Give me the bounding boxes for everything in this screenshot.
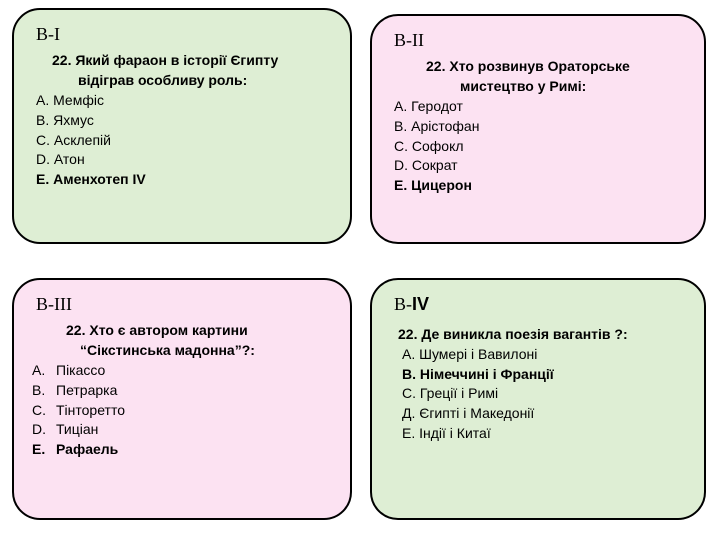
option-answer: Е. Цицерон — [394, 176, 686, 196]
label-suffix: IV — [412, 294, 429, 314]
option: С. Асклепій — [36, 131, 332, 151]
option: B.Петрарка — [32, 381, 332, 401]
question-line2: “Сікстинська мадонна”?: — [80, 341, 332, 359]
option: Д. Єгипті і Македонії — [402, 404, 686, 424]
card-label: В-II — [394, 30, 686, 51]
question-line1: 22. Який фараон в історії Єгипту — [52, 51, 332, 69]
option-answer: В. Німеччині і Франції — [402, 365, 686, 385]
option-answer: E.Рафаель — [32, 440, 332, 460]
card-b1: В-I 22. Який фараон в історії Єгипту від… — [12, 8, 352, 244]
options: А. Мемфіс В. Яхмус С. Асклепій D. Атон Е… — [36, 91, 332, 189]
card-b4: В-IV 22. Де виникла поезія вагантів ?: А… — [370, 278, 706, 520]
option: D.Тиціан — [32, 420, 332, 440]
card-b2: В-II 22. Хто розвинув Ораторське мистецт… — [370, 14, 706, 244]
options: А. Геродот В. Арістофан С. Софокл D. Сок… — [394, 97, 686, 195]
option: A.Пікассо — [32, 361, 332, 381]
option: С. Софокл — [394, 137, 686, 157]
option-answer: Е. Аменхотеп IV — [36, 170, 332, 190]
label-prefix: В- — [394, 294, 412, 314]
option: А. Мемфіс — [36, 91, 332, 111]
options: А. Шумері і Вавилоні В. Німеччині і Фран… — [402, 345, 686, 443]
option: C.Тінторетто — [32, 401, 332, 421]
option: В. Яхмус — [36, 111, 332, 131]
question-line2: мистецтво у Римі: — [460, 77, 686, 95]
option: Е. Індії і Китаї — [402, 424, 686, 444]
option: А. Геродот — [394, 97, 686, 117]
question-line1: 22. Хто розвинув Ораторське — [426, 57, 686, 75]
option: С. Греції і Римі — [402, 384, 686, 404]
option: В. Арістофан — [394, 117, 686, 137]
question-line1: 22. Хто є автором картини — [66, 321, 332, 339]
option: D. Сократ — [394, 156, 686, 176]
option: А. Шумері і Вавилоні — [402, 345, 686, 365]
options: A.Пікассо B.Петрарка C.Тінторетто D.Тиці… — [32, 361, 332, 459]
card-label: В-IV — [394, 294, 686, 315]
card-label: В-I — [36, 24, 332, 45]
card-b3: В-III 22. Хто є автором картини “Сікстин… — [12, 278, 352, 520]
option: D. Атон — [36, 150, 332, 170]
question-line1: 22. Де виникла поезія вагантів ?: — [398, 325, 686, 343]
card-label: В-III — [36, 294, 332, 315]
question-line2: відіграв особливу роль: — [78, 71, 332, 89]
